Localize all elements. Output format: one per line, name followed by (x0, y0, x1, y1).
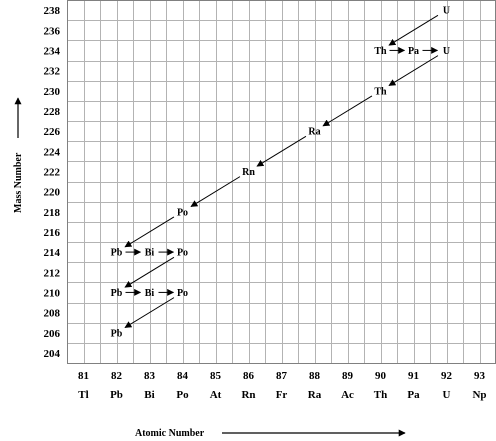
y-axis-ticks: 204 206 208 210 212 214 216 218 220 222 224 226 228 2… (44, 5, 61, 360)
y-tick-label: 226 (44, 126, 61, 138)
y-tick-label: 214 (44, 247, 61, 259)
y-tick-label: 204 (44, 348, 61, 360)
x-element-label: Bi (144, 389, 154, 401)
x-tick-label: 83 (144, 370, 156, 382)
alpha-decay-arrow (322, 95, 373, 127)
nuclide-po-218: Po (177, 207, 188, 218)
x-tick-label: 88 (309, 370, 321, 382)
x-axis-title-group: Atomic Number (135, 428, 406, 439)
nuclide-u-238: U (443, 6, 450, 17)
nuclide-labels: U Th Pa U Th Ra Rn Po Pb Bi Po Pb Bi Po Pb (111, 6, 450, 340)
x-element-label: Np (472, 389, 486, 401)
y-tick-label: 206 (44, 328, 61, 340)
x-element-label: U (443, 389, 451, 401)
x-axis-ticks: 81 Tl 82 Pb 83 Bi 84 Po 85 At 86 Rn 87 Fr 88 Ra 89 Ac 90 Th… (78, 370, 487, 401)
y-tick-label: 230 (44, 86, 61, 98)
y-tick-label: 234 (44, 45, 61, 57)
nuclide-u-234: U (443, 46, 450, 57)
alpha-decay-arrow (388, 55, 439, 86)
x-tick-label: 84 (177, 370, 189, 382)
x-tick-label: 91 (408, 370, 419, 382)
alpha-decay-arrow (190, 176, 241, 207)
x-element-label: Th (374, 389, 387, 401)
x-tick-label: 92 (441, 370, 453, 382)
x-tick-label: 81 (78, 370, 89, 382)
x-tick-label: 85 (210, 370, 222, 382)
x-tick-label: 82 (111, 370, 123, 382)
x-element-label: Tl (78, 389, 88, 401)
x-tick-label: 90 (375, 370, 387, 382)
nuclide-bi-210: Bi (145, 288, 155, 299)
y-tick-label: 218 (44, 207, 61, 219)
x-tick-label: 87 (276, 370, 288, 382)
y-tick-label: 222 (44, 166, 61, 178)
y-tick-label: 224 (44, 146, 61, 158)
x-element-label: Ra (308, 389, 322, 401)
y-tick-label: 232 (44, 66, 61, 78)
y-tick-label: 228 (44, 106, 61, 118)
nuclide-bi-214: Bi (145, 248, 155, 259)
nuclide-po-210: Po (177, 288, 188, 299)
nuclide-pa-234: Pa (408, 46, 419, 57)
x-element-label: Rn (241, 389, 255, 401)
x-tick-label: 93 (474, 370, 486, 382)
x-axis-title: Atomic Number (135, 428, 205, 439)
y-axis-title-group: Mass Number (13, 97, 24, 213)
y-tick-label: 212 (44, 267, 61, 279)
alpha-decay-arrow (124, 297, 175, 328)
x-element-label: Pa (407, 389, 420, 401)
nuclide-pb-214: Pb (111, 248, 123, 259)
nuclide-po-214: Po (177, 248, 188, 259)
x-tick-label: 86 (243, 370, 255, 382)
x-element-label: Pb (110, 389, 123, 401)
nuclide-ra-226: Ra (308, 127, 320, 138)
alpha-decay-arrow (124, 216, 175, 248)
alpha-decay-arrow (256, 135, 307, 167)
x-element-label: Ac (341, 389, 354, 401)
x-element-label: Po (176, 389, 189, 401)
y-tick-label: 208 (44, 308, 61, 320)
nuclide-rn-222: Rn (242, 167, 255, 178)
grid (67, 0, 496, 364)
nuclide-th-230: Th (374, 86, 387, 97)
nuclide-pb-206: Pb (111, 328, 123, 339)
alpha-decay-arrow (388, 14, 439, 46)
x-tick-label: 89 (342, 370, 354, 382)
y-axis-title: Mass Number (13, 152, 24, 213)
alpha-decay-arrow (124, 256, 175, 288)
y-tick-label: 238 (44, 5, 61, 17)
y-tick-label: 216 (44, 227, 61, 239)
nuclide-pb-210: Pb (111, 288, 123, 299)
y-tick-label: 220 (44, 187, 61, 199)
y-tick-label: 210 (44, 287, 61, 299)
nuclide-th-234: Th (374, 46, 387, 57)
y-tick-label: 236 (44, 25, 61, 37)
x-element-label: At (210, 389, 222, 401)
x-element-label: Fr (276, 389, 288, 401)
decay-arrows (124, 14, 439, 328)
